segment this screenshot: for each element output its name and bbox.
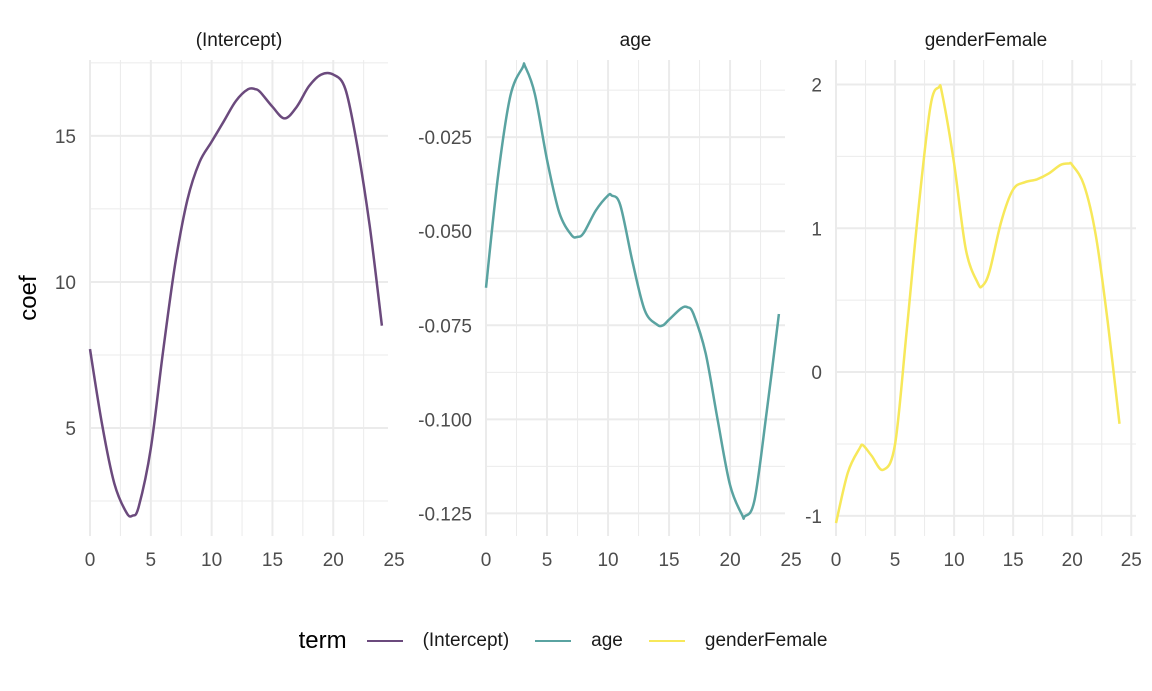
x-tick-label: 15 xyxy=(262,550,283,571)
x-tick-label: 15 xyxy=(658,550,679,571)
x-tick-label: 20 xyxy=(720,550,741,571)
x-tick-label: 5 xyxy=(542,550,553,571)
facet-age: 0 5 10 15 20 25 -0.125 -0.100 -0.075 -0.050 -0.025… xyxy=(418,30,802,571)
legend-key-intercept xyxy=(366,640,403,642)
x-tick-label: 5 xyxy=(146,550,157,571)
x-tick-label: 10 xyxy=(944,550,965,571)
x-tick-label: 0 xyxy=(831,550,842,571)
y-tick-label: 0 xyxy=(811,363,822,384)
y-tick-label: -0.025 xyxy=(418,128,472,149)
y-tick-label: 10 xyxy=(55,273,76,294)
x-tick-label: 15 xyxy=(1003,550,1024,571)
x-tick-label: 5 xyxy=(890,550,901,571)
x-tick-label: 25 xyxy=(384,550,405,571)
y-tick-label: -1 xyxy=(805,507,822,528)
facet-title: age xyxy=(620,30,652,51)
y-tick-label: -0.075 xyxy=(418,316,472,337)
x-tick-label: 0 xyxy=(481,550,492,571)
x-tick-label: 10 xyxy=(201,550,222,571)
legend-title: term xyxy=(298,627,347,654)
y-axis-label: coef xyxy=(15,275,42,321)
y-tick-label: 1 xyxy=(811,219,822,240)
legend: term (Intercept) age genderFemale xyxy=(0,618,1152,664)
legend-item-genderfemale: genderFemale xyxy=(648,630,828,652)
legend-item-age: age xyxy=(535,630,623,652)
legend-key-age xyxy=(535,640,572,642)
x-tick-label: 0 xyxy=(85,550,96,571)
legend-label-age: age xyxy=(591,630,623,651)
y-tick-label: -0.100 xyxy=(418,410,472,431)
legend-item-intercept: (Intercept) xyxy=(366,630,510,652)
series-line-intercept xyxy=(88,71,384,518)
series-line-genderfemale xyxy=(834,84,1121,524)
legend-label-intercept: (Intercept) xyxy=(422,630,510,651)
x-tick-label: 20 xyxy=(1062,550,1083,571)
y-tick-label: 5 xyxy=(65,419,76,440)
legend-label-genderfemale: genderFemale xyxy=(704,630,828,651)
y-tick-label: 15 xyxy=(55,127,76,148)
legend-key-genderfemale xyxy=(648,640,685,642)
y-tick-label: -0.050 xyxy=(418,222,472,243)
facet-title: (Intercept) xyxy=(196,30,283,51)
x-tick-label: 10 xyxy=(597,550,618,571)
series-line-age xyxy=(484,62,781,520)
facet-genderfemale: 0 5 10 15 20 25 -1 0 1 2 genderFemale xyxy=(805,30,1142,571)
facet-intercept: 0 5 10 15 20 25 5 10 15 (Intercept) xyxy=(55,30,405,571)
y-tick-label: 2 xyxy=(811,75,822,96)
y-tick-label: -0.125 xyxy=(418,504,472,525)
x-tick-label: 25 xyxy=(781,550,802,571)
facet-title: genderFemale xyxy=(925,30,1048,51)
x-tick-label: 25 xyxy=(1121,550,1142,571)
x-tick-label: 20 xyxy=(323,550,344,571)
